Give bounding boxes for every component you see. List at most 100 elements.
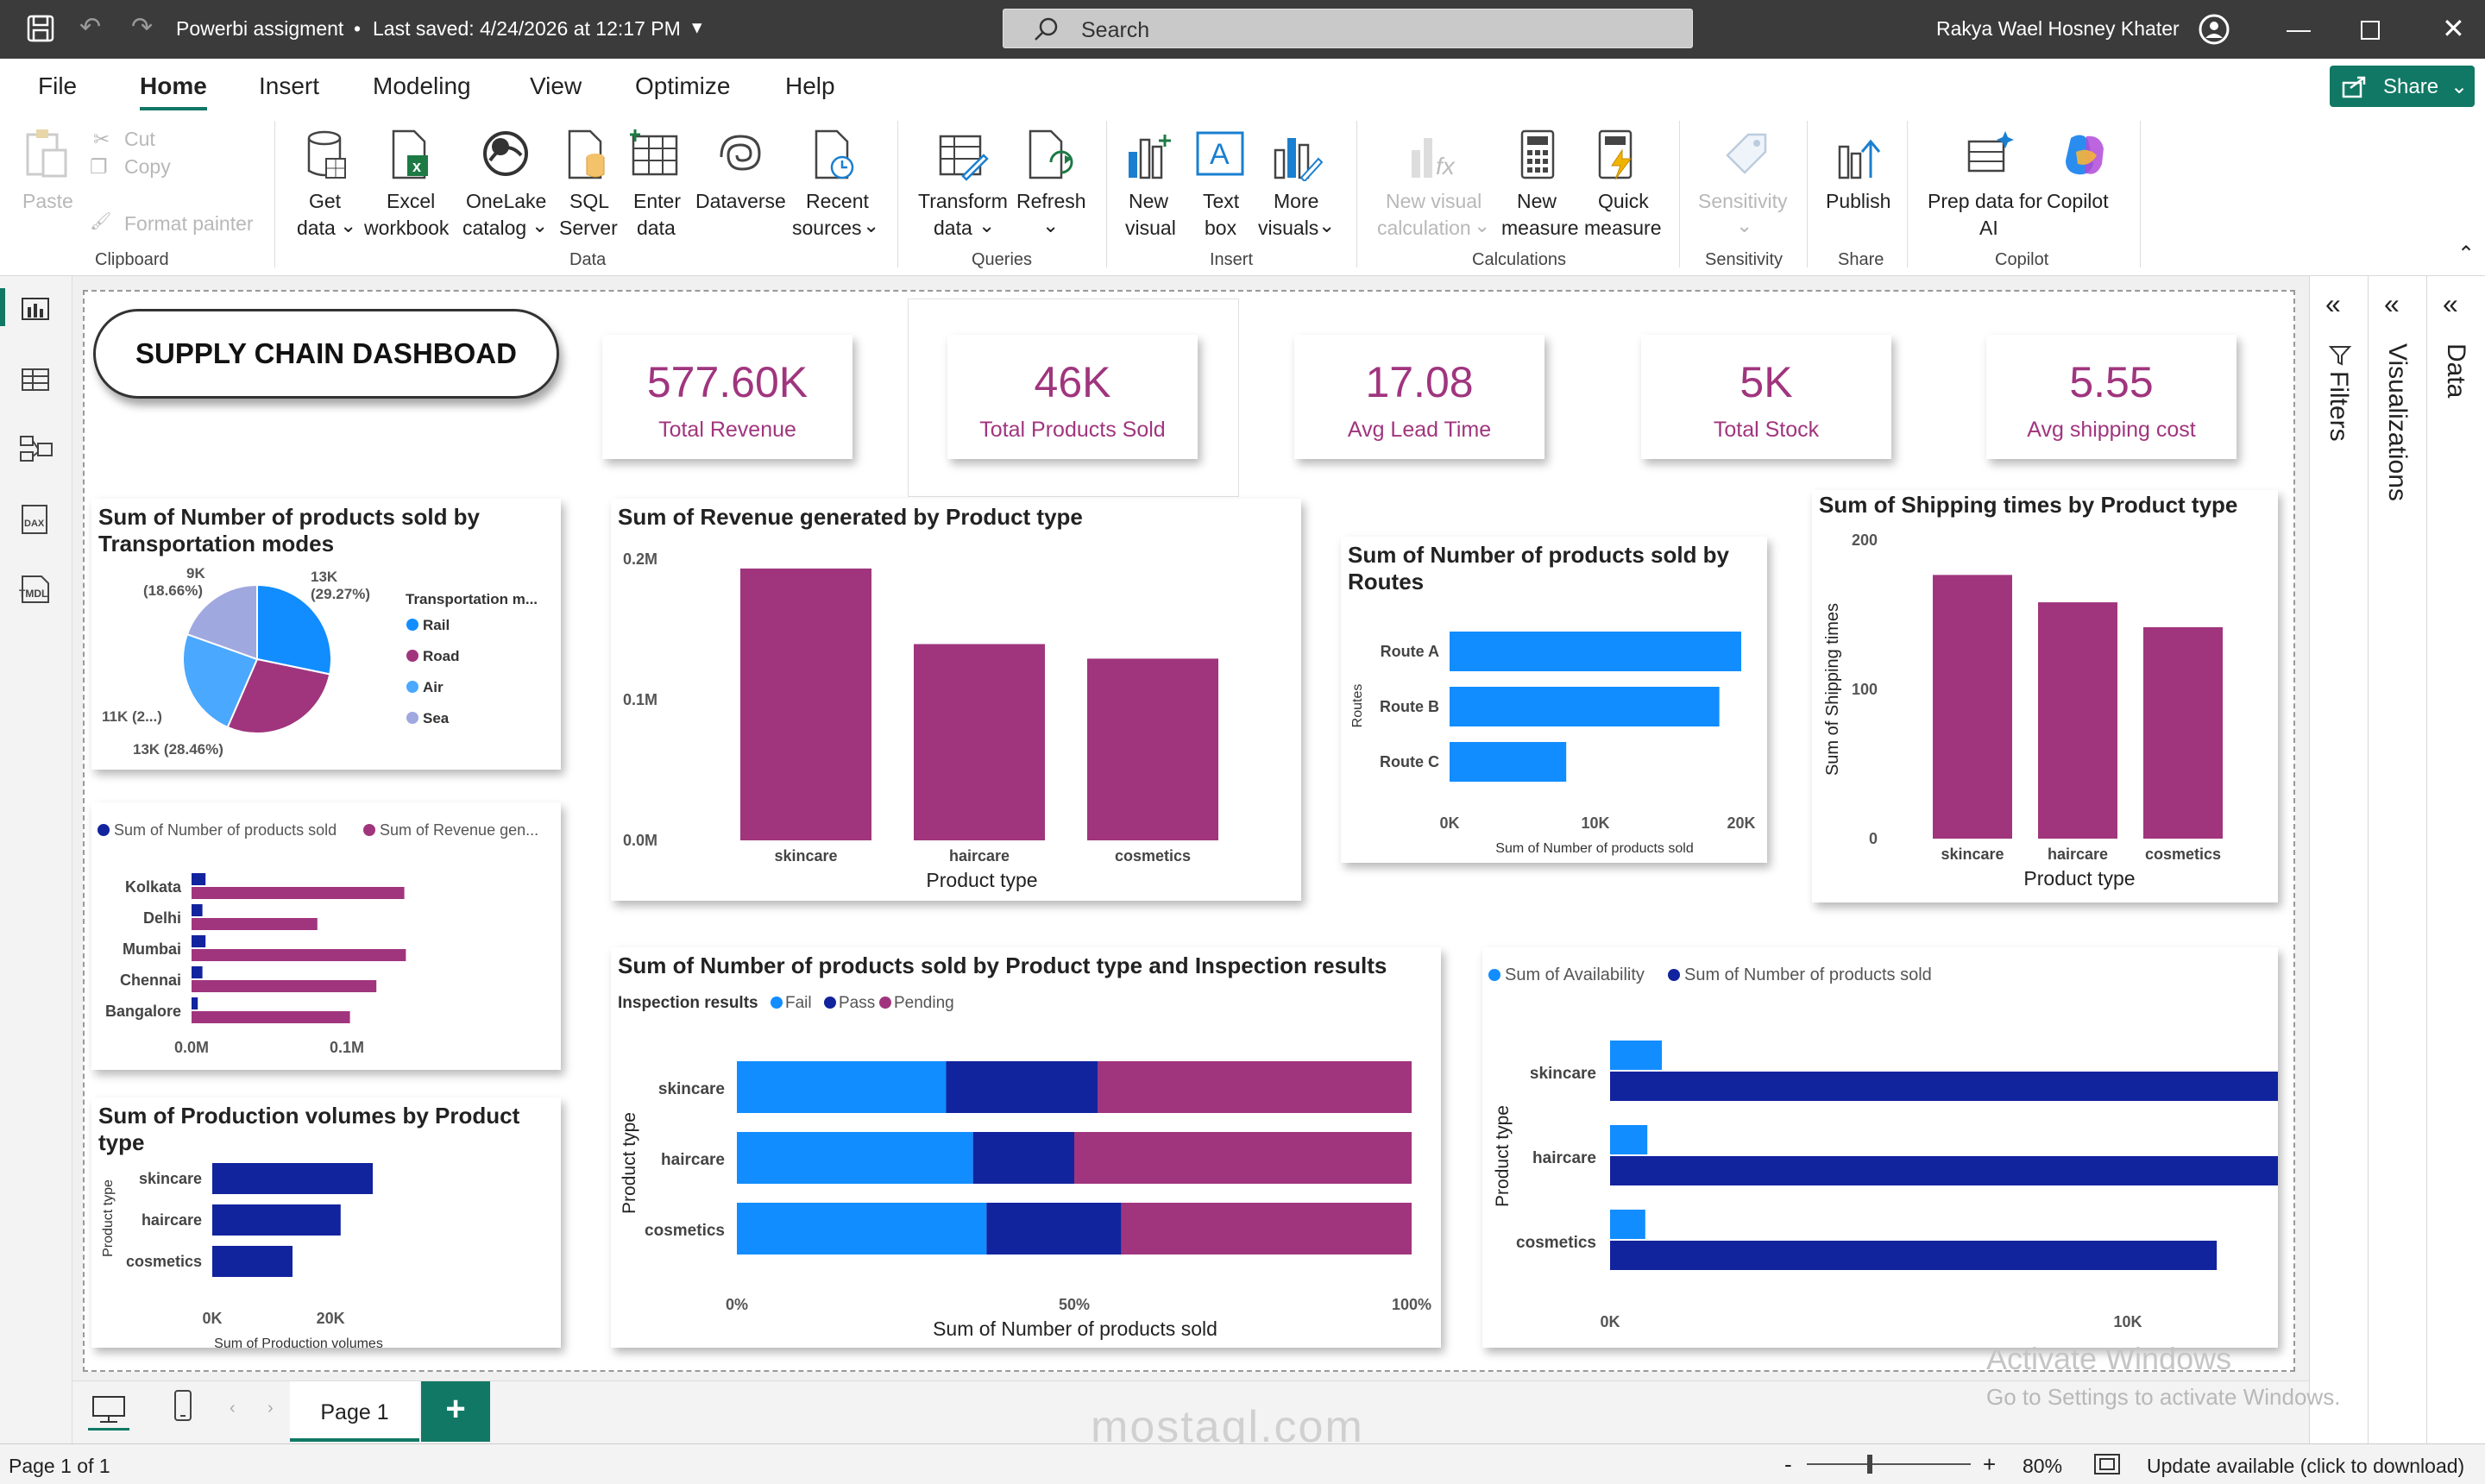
tmdl-view-icon[interactable]: TMDL	[16, 573, 57, 604]
kpi-value: 17.08	[1365, 358, 1474, 406]
bar-products-haircare	[1610, 1156, 2278, 1185]
legend-marker	[879, 997, 891, 1009]
data-pane[interactable]: « Data	[2426, 276, 2485, 1443]
dataverse-icon	[720, 135, 761, 171]
redo-icon[interactable]: ↷	[131, 13, 154, 41]
more-visuals-icon	[1274, 138, 1324, 181]
chevron-down-icon: ⌄	[863, 214, 880, 236]
x-tick-label: 0K	[1600, 1313, 1620, 1330]
ribbon-separator	[1106, 121, 1107, 267]
kpi-card-total-products-sold[interactable]: 46K Total Products Sold	[947, 335, 1198, 459]
dax-query-view-icon[interactable]: DAX	[19, 504, 53, 535]
bar-chart-production-volumes[interactable]: Sum of Production volumes by Product type…	[91, 1097, 561, 1348]
bar-cosmetics	[212, 1246, 293, 1277]
quick-measure-icon	[1598, 129, 1633, 180]
page-tab-1[interactable]: Page 1	[290, 1381, 419, 1442]
svg-text:DAX: DAX	[24, 519, 45, 529]
chevron-down-icon: ⌄	[1474, 214, 1491, 236]
y-tick-label: cosmetics	[1516, 1234, 1596, 1252]
kpi-card-avg-lead-time[interactable]: 17.08 Avg Lead Time	[1294, 335, 1544, 459]
bar-haircare	[914, 644, 1045, 840]
share-button[interactable]: Share ⌄	[2330, 66, 2475, 107]
copy-button[interactable]: Copy	[124, 155, 171, 178]
filters-pane[interactable]: « Filters	[2309, 276, 2368, 1443]
dashboard-title-shape[interactable]: SUPPLY CHAIN DASHBOAD	[93, 309, 559, 399]
menu-help[interactable]: Help	[785, 72, 835, 99]
update-available-link[interactable]: Update available (click to download)	[2147, 1455, 2465, 1477]
cut-button[interactable]: Cut	[124, 128, 155, 150]
bar-products-Chennai	[192, 966, 203, 978]
kpi-card-total-revenue[interactable]: 577.60K Total Revenue	[602, 335, 852, 459]
legend-marker	[1488, 969, 1500, 981]
chart-title: type	[98, 1129, 144, 1155]
menu-view[interactable]: View	[530, 72, 582, 99]
fit-to-page-icon[interactable]	[2093, 1453, 2121, 1477]
save-icon[interactable]	[26, 14, 55, 43]
format-painter-button[interactable]: Format painter	[124, 212, 254, 235]
close-icon[interactable]: ✕	[2442, 13, 2465, 44]
scroll-left-icon[interactable]: ‹	[230, 1399, 236, 1418]
chart-title: Sum of Shipping times by Product type	[1819, 492, 2237, 518]
table-view-icon[interactable]	[21, 366, 52, 393]
expand-filters-icon[interactable]: «	[2325, 288, 2341, 319]
x-tick-label: 20K	[317, 1310, 345, 1327]
bar-products-skincare	[1610, 1072, 2278, 1101]
bar-skincare	[740, 568, 871, 840]
bar-cosmetics	[1087, 658, 1218, 840]
bar-chart-locations[interactable]: Sum of Number of products sold Sum of Rev…	[91, 802, 561, 1070]
menu-home[interactable]: Home	[140, 72, 207, 110]
chart-svg: Sum of Number of products sold byTranspo…	[98, 504, 538, 758]
data-label: 13K (28.46%)	[133, 741, 223, 758]
menu-file[interactable]: File	[38, 72, 78, 99]
expand-data-icon[interactable]: «	[2443, 288, 2458, 319]
report-view-icon[interactable]	[21, 295, 52, 323]
data-label: 11K (2...)	[102, 708, 162, 725]
zoom-out-icon[interactable]: -	[1784, 1451, 1792, 1477]
desktop-layout-icon[interactable]	[90, 1392, 128, 1426]
maximize-icon[interactable]	[2361, 21, 2380, 40]
kpi-value: 577.60K	[646, 358, 808, 406]
account-icon[interactable]	[2199, 14, 2230, 45]
segment-pending-haircare	[1074, 1132, 1412, 1184]
zoom-slider-thumb[interactable]	[1867, 1455, 1872, 1474]
bar-chart-products-by-routes[interactable]: Sum of Number of products sold by Routes R…	[1341, 537, 1767, 863]
stacked-bar-inspection-results[interactable]: Sum of Number of products sold by Produc…	[611, 947, 1441, 1348]
scroll-right-icon[interactable]: ›	[267, 1399, 274, 1418]
menu-insert[interactable]: Insert	[259, 72, 320, 99]
mobile-layout-icon[interactable]	[173, 1388, 193, 1424]
visualizations-pane[interactable]: « Visualizations	[2368, 276, 2426, 1443]
segment-pass-cosmetics	[986, 1203, 1122, 1254]
bar-chart-shipping-times[interactable]: Sum of Shipping times by Product type 0 10…	[1812, 490, 2278, 902]
excel-label-2: workbook	[364, 217, 450, 239]
kpi-card-total-stock[interactable]: 5K Total Stock	[1641, 335, 1891, 459]
bar-chart-revenue-by-product[interactable]: Sum of Revenue generated by Product type…	[611, 499, 1301, 901]
undo-icon[interactable]: ↶	[79, 13, 102, 41]
minimize-icon[interactable]: —	[2287, 16, 2311, 42]
add-page-button[interactable]: +	[421, 1381, 490, 1442]
y-tick-label: Delhi	[143, 909, 181, 927]
bar-chart-availability[interactable]: Sum of Availability Sum of Number of prod…	[1482, 947, 2278, 1348]
pie-chart-transportation-modes[interactable]: Sum of Number of products sold by Transpo…	[91, 499, 561, 770]
y-tick-label: Kolkata	[125, 878, 182, 896]
title-dropdown-icon[interactable]: ▾	[692, 16, 702, 38]
recent-label: Recent	[806, 190, 869, 212]
segment-fail-haircare	[737, 1132, 973, 1184]
group-calculations: Calculations	[1472, 250, 1566, 269]
bar-revenue-Bangalore	[192, 1011, 350, 1023]
expand-visualizations-icon[interactable]: «	[2384, 288, 2400, 319]
x-tick-label: haircare	[2048, 846, 2108, 863]
more-visuals-label-2: visuals	[1258, 217, 1319, 239]
bar-revenue-Chennai	[192, 980, 377, 992]
collapse-ribbon-icon[interactable]: ⌃	[2457, 242, 2476, 266]
menu-optimize[interactable]: Optimize	[635, 72, 731, 99]
menu-modeling[interactable]: Modeling	[373, 72, 471, 99]
zoom-in-icon[interactable]: +	[1983, 1451, 1997, 1477]
y-tick-label: cosmetics	[126, 1253, 202, 1270]
kpi-card-avg-shipping-cost[interactable]: 5.55 Avg shipping cost	[1986, 335, 2236, 459]
onelake-label-2: catalog	[462, 217, 527, 239]
model-view-icon[interactable]	[19, 433, 53, 464]
prep-data-icon	[1967, 131, 2014, 173]
zoom-slider-track[interactable]	[1807, 1463, 1971, 1465]
y-tick-label: Route C	[1380, 753, 1439, 770]
search-box[interactable]: Search	[1003, 9, 1693, 48]
